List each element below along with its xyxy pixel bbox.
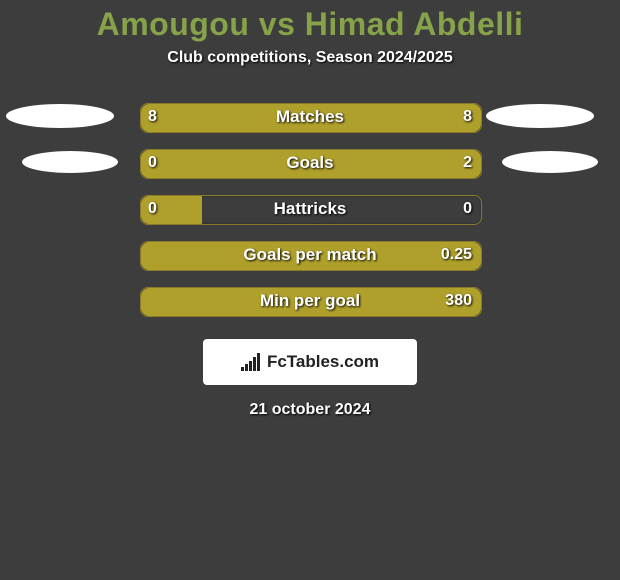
- metric-row: Goals per match0.25: [0, 233, 620, 279]
- bar-right-fill: [311, 104, 481, 132]
- bar-right-fill: [202, 150, 481, 178]
- metric-row: Min per goal380: [0, 279, 620, 325]
- metric-row: Matches88: [0, 95, 620, 141]
- metric-row: Hattricks00: [0, 187, 620, 233]
- metric-bar: [140, 241, 482, 271]
- bar-right-fill: [209, 242, 481, 270]
- subtitle: Club competitions, Season 2024/2025: [0, 49, 620, 67]
- metric-rows: Matches88Goals02Hattricks00Goals per mat…: [0, 95, 620, 325]
- metric-bar: [140, 287, 482, 317]
- metric-bar: [140, 149, 482, 179]
- metric-row: Goals02: [0, 141, 620, 187]
- left-player-marker: [6, 104, 114, 128]
- logo-text: FcTables.com: [267, 352, 379, 372]
- chart-icon: [241, 353, 261, 371]
- right-player-marker: [502, 151, 598, 173]
- comparison-card: Amougou vs Himad Abdelli Club competitio…: [0, 6, 620, 419]
- footer-date: 21 october 2024: [0, 401, 620, 419]
- bar-left-fill: [141, 104, 311, 132]
- bar-left-fill: [141, 196, 202, 224]
- bar-left-fill: [141, 288, 223, 316]
- right-player-marker: [486, 104, 594, 128]
- bar-left-fill: [141, 242, 209, 270]
- page-title: Amougou vs Himad Abdelli: [0, 6, 620, 43]
- left-player-marker: [22, 151, 118, 173]
- metric-bar: [140, 195, 482, 225]
- bar-right-fill: [223, 288, 481, 316]
- metric-bar: [140, 103, 482, 133]
- source-logo[interactable]: FcTables.com: [203, 339, 417, 385]
- bar-left-fill: [141, 150, 202, 178]
